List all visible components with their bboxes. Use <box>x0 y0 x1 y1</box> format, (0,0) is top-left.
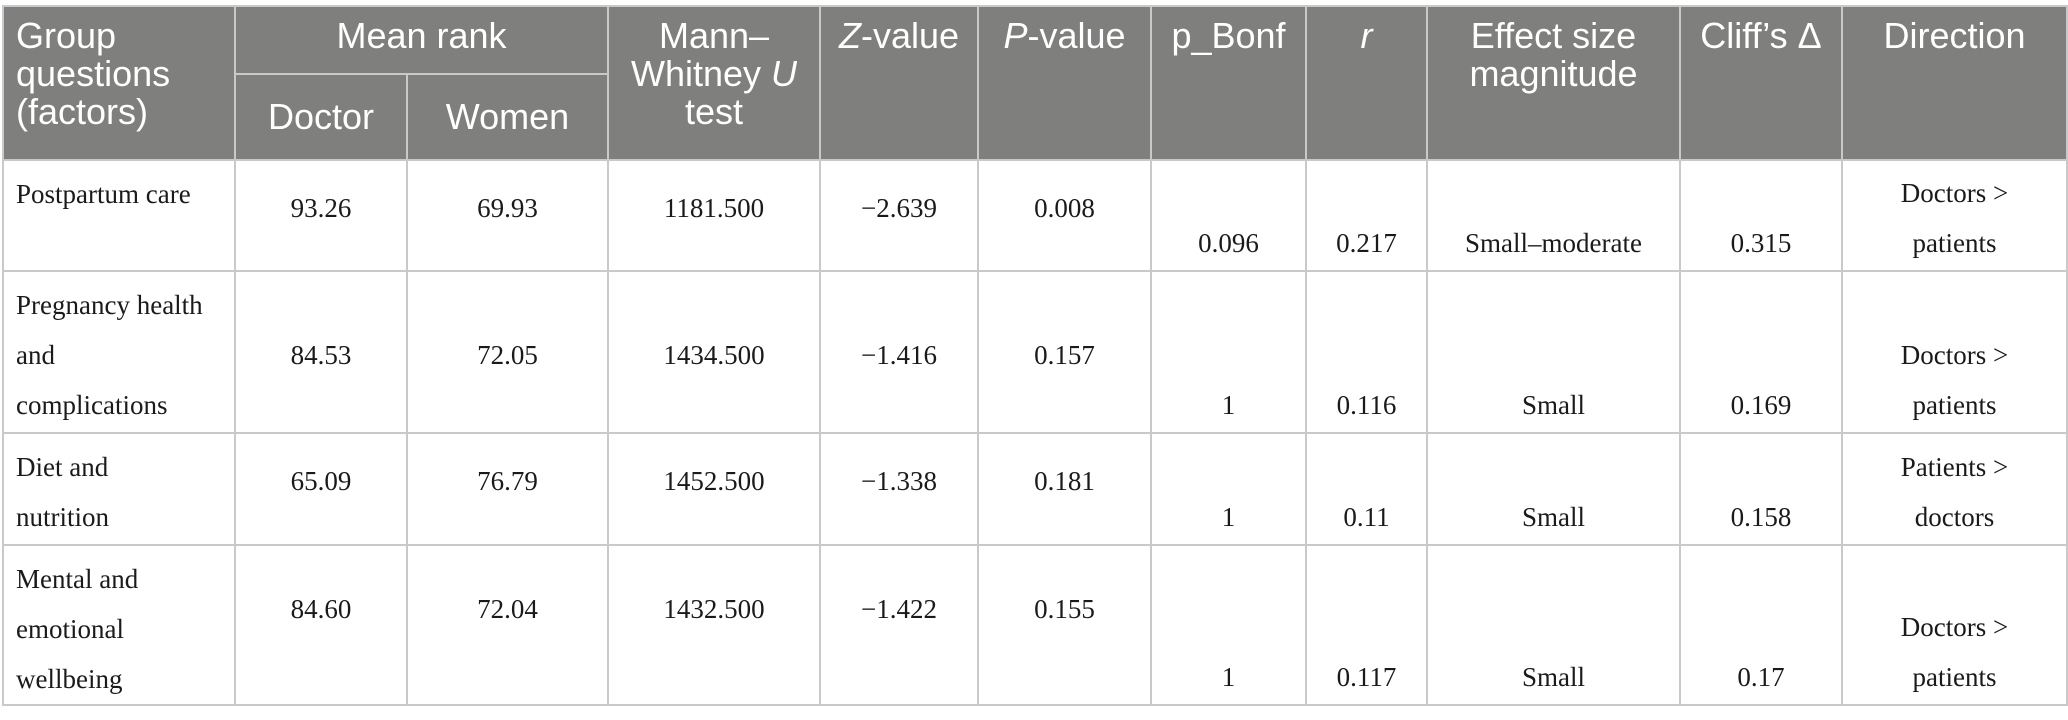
cell-direction: Doctors > patients <box>1841 544 2068 706</box>
row-label: Postpartum care <box>2 159 236 272</box>
cell-p-value: 0.181 <box>977 432 1152 546</box>
cell-women: 72.05 <box>406 270 609 434</box>
header-group-questions: Group questions (factors) <box>2 5 236 161</box>
cell-effect-size: Small <box>1426 544 1681 706</box>
cell-r: 0.117 <box>1305 544 1428 706</box>
cell-direction: Patients > doctors <box>1841 432 2068 546</box>
table-row: Diet and nutrition 65.09 76.79 1452.500 −… <box>2 432 2068 546</box>
cell-p-bonf: 1 <box>1150 270 1307 434</box>
header-women: Women <box>406 73 609 161</box>
header-p-bonf: p_Bonf <box>1150 5 1307 161</box>
cell-z-value: −1.422 <box>819 544 979 706</box>
cell-mann-whitney: 1181.500 <box>607 159 821 272</box>
cell-direction: Doctors > patients <box>1841 159 2068 272</box>
cell-cliffs-delta: 0.158 <box>1679 432 1843 546</box>
cell-doctor: 93.26 <box>234 159 408 272</box>
cell-cliffs-delta: 0.315 <box>1679 159 1843 272</box>
cell-r: 0.116 <box>1305 270 1428 434</box>
header-p-value: P-value <box>977 5 1152 161</box>
cell-cliffs-delta: 0.17 <box>1679 544 1843 706</box>
header-cliffs-delta: Cliff’s Δ <box>1679 5 1843 161</box>
cell-p-value: 0.157 <box>977 270 1152 434</box>
row-label: Diet and nutrition <box>2 432 236 546</box>
header-z-value: Z-value <box>819 5 979 161</box>
cell-effect-size: Small–moderate <box>1426 159 1681 272</box>
table-row: Pregnancy health and complications 84.53 7… <box>2 270 2068 434</box>
cell-doctor: 65.09 <box>234 432 408 546</box>
header-mean-rank: Mean rank <box>234 5 609 75</box>
cell-p-value: 0.008 <box>977 159 1152 272</box>
cell-cliffs-delta: 0.169 <box>1679 270 1843 434</box>
cell-doctor: 84.60 <box>234 544 408 706</box>
header-direction: Direction <box>1841 5 2068 161</box>
cell-z-value: −1.338 <box>819 432 979 546</box>
cell-direction: Doctors > patients <box>1841 270 2068 434</box>
cell-z-value: −1.416 <box>819 270 979 434</box>
row-label: Mental and emotional wellbeing <box>2 544 236 706</box>
cell-p-value: 0.155 <box>977 544 1152 706</box>
cell-p-bonf: 1 <box>1150 544 1307 706</box>
header-doctor: Doctor <box>234 73 408 161</box>
cell-women: 76.79 <box>406 432 609 546</box>
cell-z-value: −2.639 <box>819 159 979 272</box>
cell-mann-whitney: 1432.500 <box>607 544 821 706</box>
cell-mann-whitney: 1434.500 <box>607 270 821 434</box>
cell-mann-whitney: 1452.500 <box>607 432 821 546</box>
row-label: Pregnancy health and complications <box>2 270 236 434</box>
cell-p-bonf: 0.096 <box>1150 159 1307 272</box>
table-header: Group questions (factors) Mean rank Mann… <box>2 5 2068 161</box>
table-row: Mental and emotional wellbeing 84.60 72.04… <box>2 544 2068 706</box>
table-body: Postpartum care 93.26 69.93 1181.500 −2.… <box>2 159 2068 706</box>
header-mann-whitney: Mann– Whitney U test <box>607 5 821 161</box>
cell-effect-size: Small <box>1426 432 1681 546</box>
header-r: r <box>1305 5 1428 161</box>
table-row: Postpartum care 93.26 69.93 1181.500 −2.… <box>2 159 2068 272</box>
cell-p-bonf: 1 <box>1150 432 1307 546</box>
header-effect-size: Effect size magnitude <box>1426 5 1681 161</box>
cell-r: 0.11 <box>1305 432 1428 546</box>
cell-r: 0.217 <box>1305 159 1428 272</box>
results-table: Group questions (factors) Mean rank Mann… <box>2 5 2068 706</box>
cell-women: 72.04 <box>406 544 609 706</box>
cell-women: 69.93 <box>406 159 609 272</box>
cell-doctor: 84.53 <box>234 270 408 434</box>
cell-effect-size: Small <box>1426 270 1681 434</box>
